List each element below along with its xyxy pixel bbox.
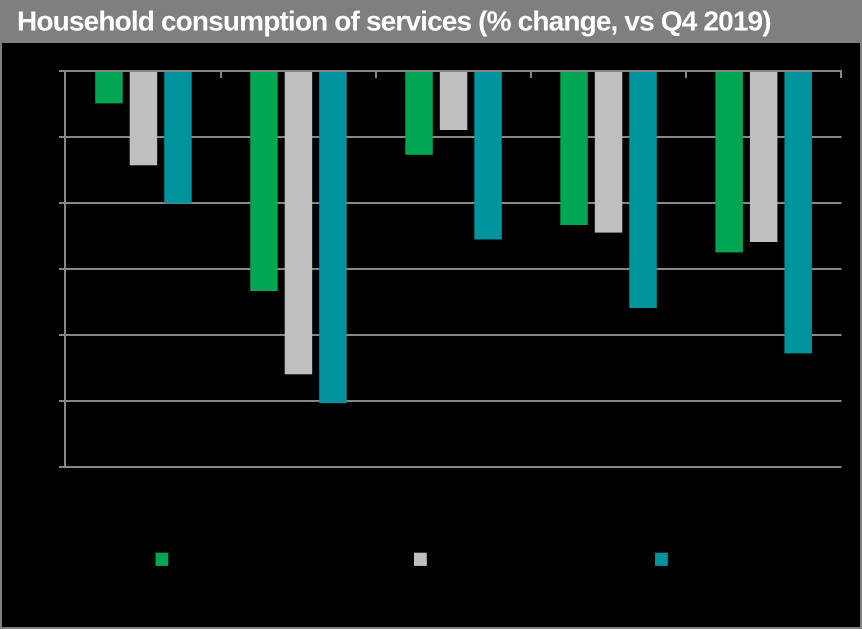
svg-text:Household consumption of servi: Household consumption of services (% cha… <box>17 6 771 37</box>
